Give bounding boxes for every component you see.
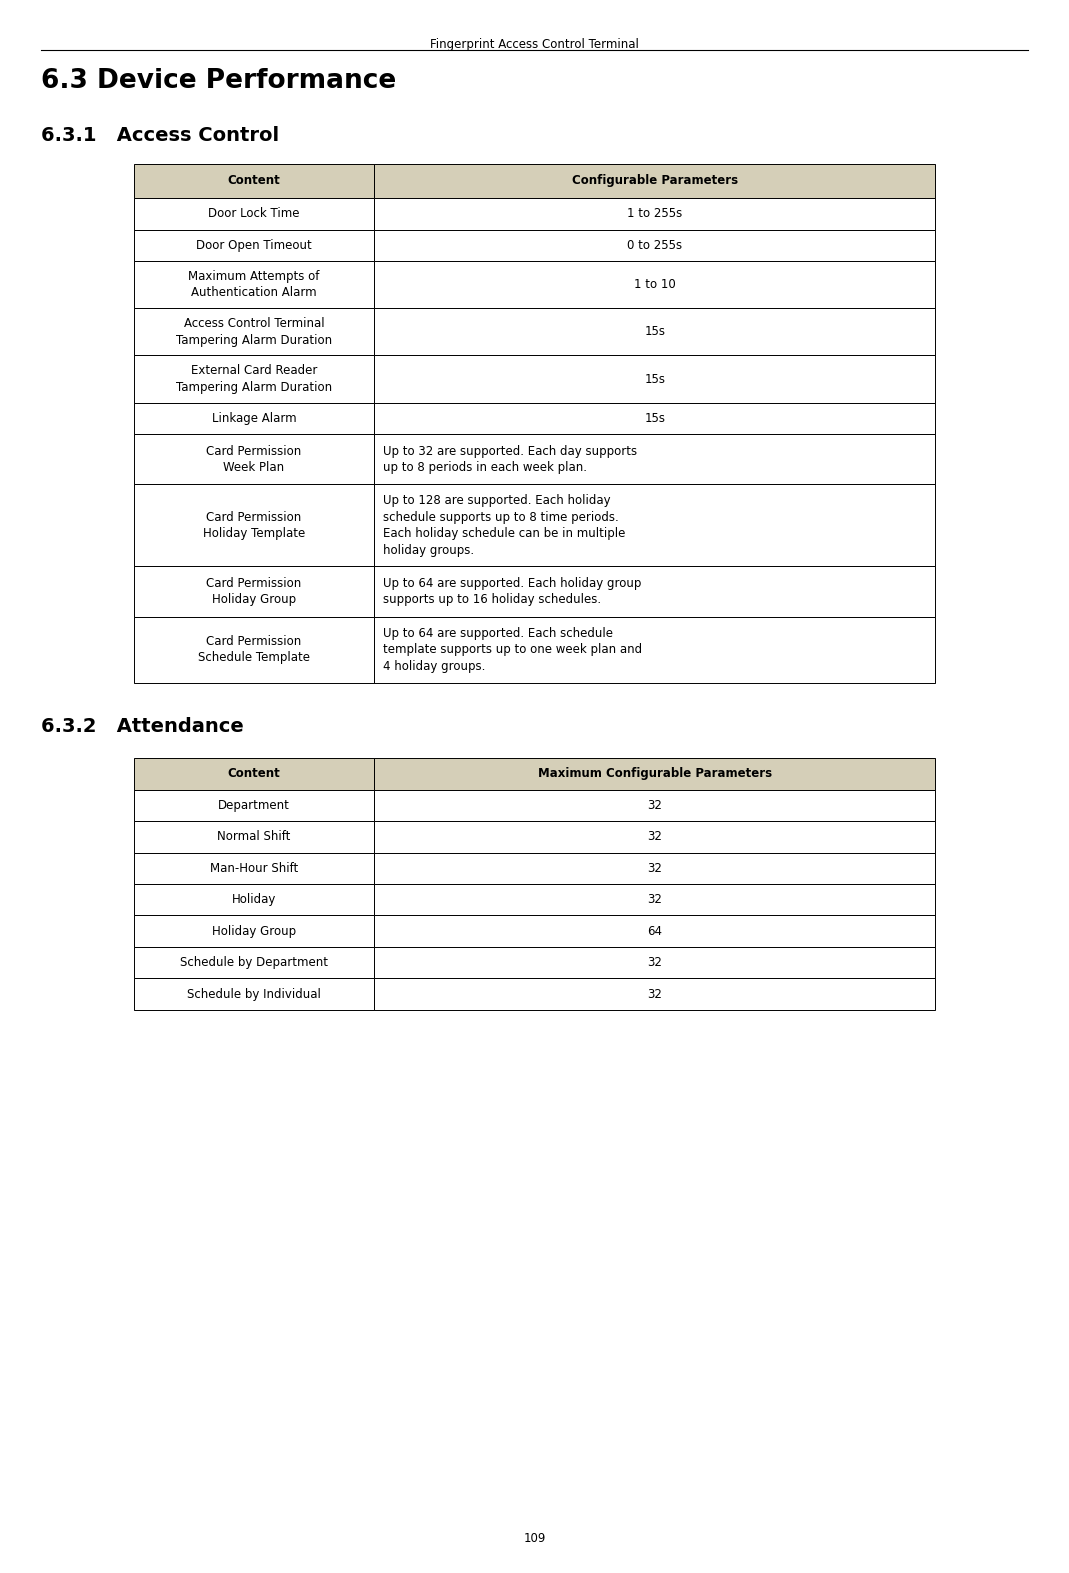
Text: 6.3.2   Attendance: 6.3.2 Attendance — [41, 717, 244, 736]
Bar — [374, 164, 935, 198]
Text: 6.3 Device Performance: 6.3 Device Performance — [41, 68, 396, 94]
Bar — [374, 230, 935, 261]
Text: 15s: 15s — [645, 373, 665, 385]
Bar — [374, 308, 935, 355]
Text: Up to 128 are supported. Each holiday
schedule supports up to 8 time periods.
Ea: Up to 128 are supported. Each holiday sc… — [383, 494, 625, 557]
Bar — [374, 947, 935, 978]
Text: 32: 32 — [648, 831, 662, 843]
Bar — [374, 758, 935, 790]
Text: Content: Content — [228, 175, 280, 187]
Bar — [134, 484, 374, 566]
Text: Up to 64 are supported. Each holiday group
supports up to 16 holiday schedules.: Up to 64 are supported. Each holiday gro… — [383, 577, 641, 606]
Text: Maximum Configurable Parameters: Maximum Configurable Parameters — [538, 768, 772, 780]
Bar — [134, 566, 374, 617]
Text: External Card Reader
Tampering Alarm Duration: External Card Reader Tampering Alarm Dur… — [175, 365, 332, 393]
Text: Content: Content — [228, 768, 280, 780]
Bar — [134, 915, 374, 947]
Text: 109: 109 — [524, 1532, 545, 1545]
Text: Door Lock Time: Door Lock Time — [208, 208, 299, 220]
Text: 15s: 15s — [645, 412, 665, 425]
Bar — [374, 355, 935, 403]
Text: 32: 32 — [648, 956, 662, 969]
Text: Door Open Timeout: Door Open Timeout — [196, 239, 312, 252]
Text: Holiday Group: Holiday Group — [212, 925, 296, 938]
Bar — [374, 434, 935, 484]
Text: 32: 32 — [648, 799, 662, 812]
Bar — [134, 790, 374, 821]
Bar — [134, 617, 374, 683]
Text: Holiday: Holiday — [232, 893, 276, 906]
Bar — [374, 566, 935, 617]
Text: 6.3.1   Access Control: 6.3.1 Access Control — [41, 126, 279, 145]
Bar — [374, 261, 935, 308]
Text: Card Permission
Holiday Group: Card Permission Holiday Group — [206, 577, 301, 606]
Text: 1 to 10: 1 to 10 — [634, 278, 676, 291]
Text: Schedule by Department: Schedule by Department — [180, 956, 328, 969]
Bar — [374, 617, 935, 683]
Bar — [134, 403, 374, 434]
Bar — [134, 164, 374, 198]
Text: 0 to 255s: 0 to 255s — [628, 239, 682, 252]
Text: 32: 32 — [648, 862, 662, 875]
Bar — [134, 308, 374, 355]
Bar — [374, 978, 935, 1010]
Bar — [134, 230, 374, 261]
Bar — [134, 978, 374, 1010]
Text: Normal Shift: Normal Shift — [217, 831, 291, 843]
Text: Linkage Alarm: Linkage Alarm — [212, 412, 296, 425]
Bar — [134, 198, 374, 230]
Text: 32: 32 — [648, 988, 662, 1000]
Text: Access Control Terminal
Tampering Alarm Duration: Access Control Terminal Tampering Alarm … — [175, 318, 332, 346]
Bar — [134, 853, 374, 884]
Bar — [374, 853, 935, 884]
Bar — [374, 403, 935, 434]
Text: Card Permission
Week Plan: Card Permission Week Plan — [206, 445, 301, 473]
Bar — [134, 821, 374, 853]
Text: Card Permission
Schedule Template: Card Permission Schedule Template — [198, 635, 310, 664]
Bar — [134, 261, 374, 308]
Bar — [134, 947, 374, 978]
Bar — [374, 821, 935, 853]
Bar — [374, 484, 935, 566]
Text: Card Permission
Holiday Template: Card Permission Holiday Template — [203, 511, 305, 540]
Text: 32: 32 — [648, 893, 662, 906]
Text: Configurable Parameters: Configurable Parameters — [572, 175, 738, 187]
Text: 15s: 15s — [645, 326, 665, 338]
Bar — [134, 884, 374, 915]
Bar — [374, 884, 935, 915]
Text: 64: 64 — [647, 925, 663, 938]
Text: 1 to 255s: 1 to 255s — [628, 208, 682, 220]
Text: Maximum Attempts of
Authentication Alarm: Maximum Attempts of Authentication Alarm — [188, 271, 320, 299]
Bar — [134, 434, 374, 484]
Bar — [134, 758, 374, 790]
Bar — [374, 198, 935, 230]
Text: Up to 32 are supported. Each day supports
up to 8 periods in each week plan.: Up to 32 are supported. Each day support… — [383, 445, 637, 473]
Bar — [134, 355, 374, 403]
Text: Fingerprint Access Control Terminal: Fingerprint Access Control Terminal — [430, 38, 639, 50]
Text: Department: Department — [218, 799, 290, 812]
Text: Man-Hour Shift: Man-Hour Shift — [210, 862, 298, 875]
Text: Up to 64 are supported. Each schedule
template supports up to one week plan and
: Up to 64 are supported. Each schedule te… — [383, 626, 641, 673]
Bar — [374, 790, 935, 821]
Text: Schedule by Individual: Schedule by Individual — [187, 988, 321, 1000]
Bar — [374, 915, 935, 947]
